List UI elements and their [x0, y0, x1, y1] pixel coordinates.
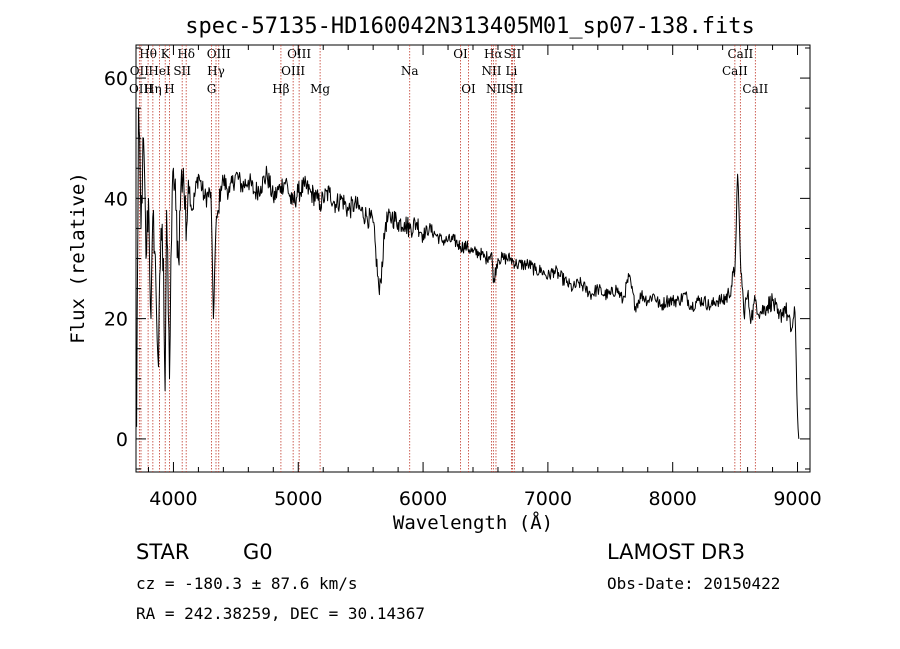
x-tick-label: 4000	[149, 488, 197, 510]
axis-ticks-layer: 4000 5000 6000 7000 8000 9000 0 20 40 60	[104, 45, 822, 510]
x-tick-label: 7000	[524, 488, 572, 510]
plot-frame	[135, 44, 811, 473]
spectral-line-label: NII	[486, 82, 506, 96]
spectral-line-label: Hδ	[177, 47, 195, 61]
spectral-line-label: Hγ	[207, 64, 225, 78]
spectral-line-label: Hα	[484, 47, 503, 61]
y-tick-label: 0	[116, 429, 128, 451]
spectral-line-label: OI	[453, 47, 468, 61]
chart-title: spec-57135-HD160042N313405M01_sp07-138.f…	[185, 14, 755, 39]
spectral-line-label: K	[161, 47, 171, 61]
spectral-line-label: OII	[130, 64, 150, 78]
spectral-subclass: G0	[243, 540, 273, 564]
spectral-line-label: OIII	[207, 47, 231, 61]
spectral-line-label: SII	[504, 47, 522, 61]
x-tick-label: 9000	[773, 488, 821, 510]
survey-name: LAMOST DR3	[607, 540, 745, 564]
spectral-line-label: OIII	[281, 64, 305, 78]
spectral-line-label: CaII	[727, 47, 753, 61]
spectral-line-label: OIII	[129, 82, 153, 96]
spectral-line-label: G	[207, 82, 217, 96]
spectral-line-label: Hβ	[272, 82, 289, 96]
spectrum-line	[136, 107, 800, 439]
spectral-line-label: Li	[506, 64, 518, 78]
spectral-line-label: SII	[505, 82, 523, 96]
spectral-line-label: Na	[401, 64, 419, 78]
spectral-line-label: OI	[461, 82, 476, 96]
spectral-line-label: OIII	[287, 47, 311, 61]
series-layer	[136, 107, 800, 439]
x-tick-label: 6000	[399, 488, 447, 510]
x-tick-label: 5000	[274, 488, 322, 510]
spectral-line-label: Mg	[310, 82, 330, 96]
spectral-line-label: NII	[481, 64, 501, 78]
coordinates: RA = 242.38259, DEC = 30.14367	[136, 604, 425, 623]
x-axis-label: Wavelength (Å)	[393, 511, 553, 534]
velocity-readout: cz = -180.3 ± 87.6 km/s	[136, 574, 358, 593]
spectral-line-label: CaII	[742, 82, 768, 96]
y-tick-label: 60	[104, 68, 128, 90]
spectral-line-label: CaII	[722, 64, 748, 78]
spectral-line-label: Hη	[144, 82, 162, 96]
spectral-line-label: SII	[173, 64, 191, 78]
y-tick-label: 40	[104, 188, 128, 210]
y-tick-label: 20	[104, 309, 128, 331]
spectral-line-label: H	[164, 82, 174, 96]
object-type: STAR	[136, 540, 189, 564]
x-tick-label: 8000	[649, 488, 697, 510]
y-axis-label: Flux (relative)	[67, 172, 89, 344]
spectral-line-label: HeI	[148, 64, 171, 78]
obs-date: Obs-Date: 20150422	[607, 574, 780, 593]
